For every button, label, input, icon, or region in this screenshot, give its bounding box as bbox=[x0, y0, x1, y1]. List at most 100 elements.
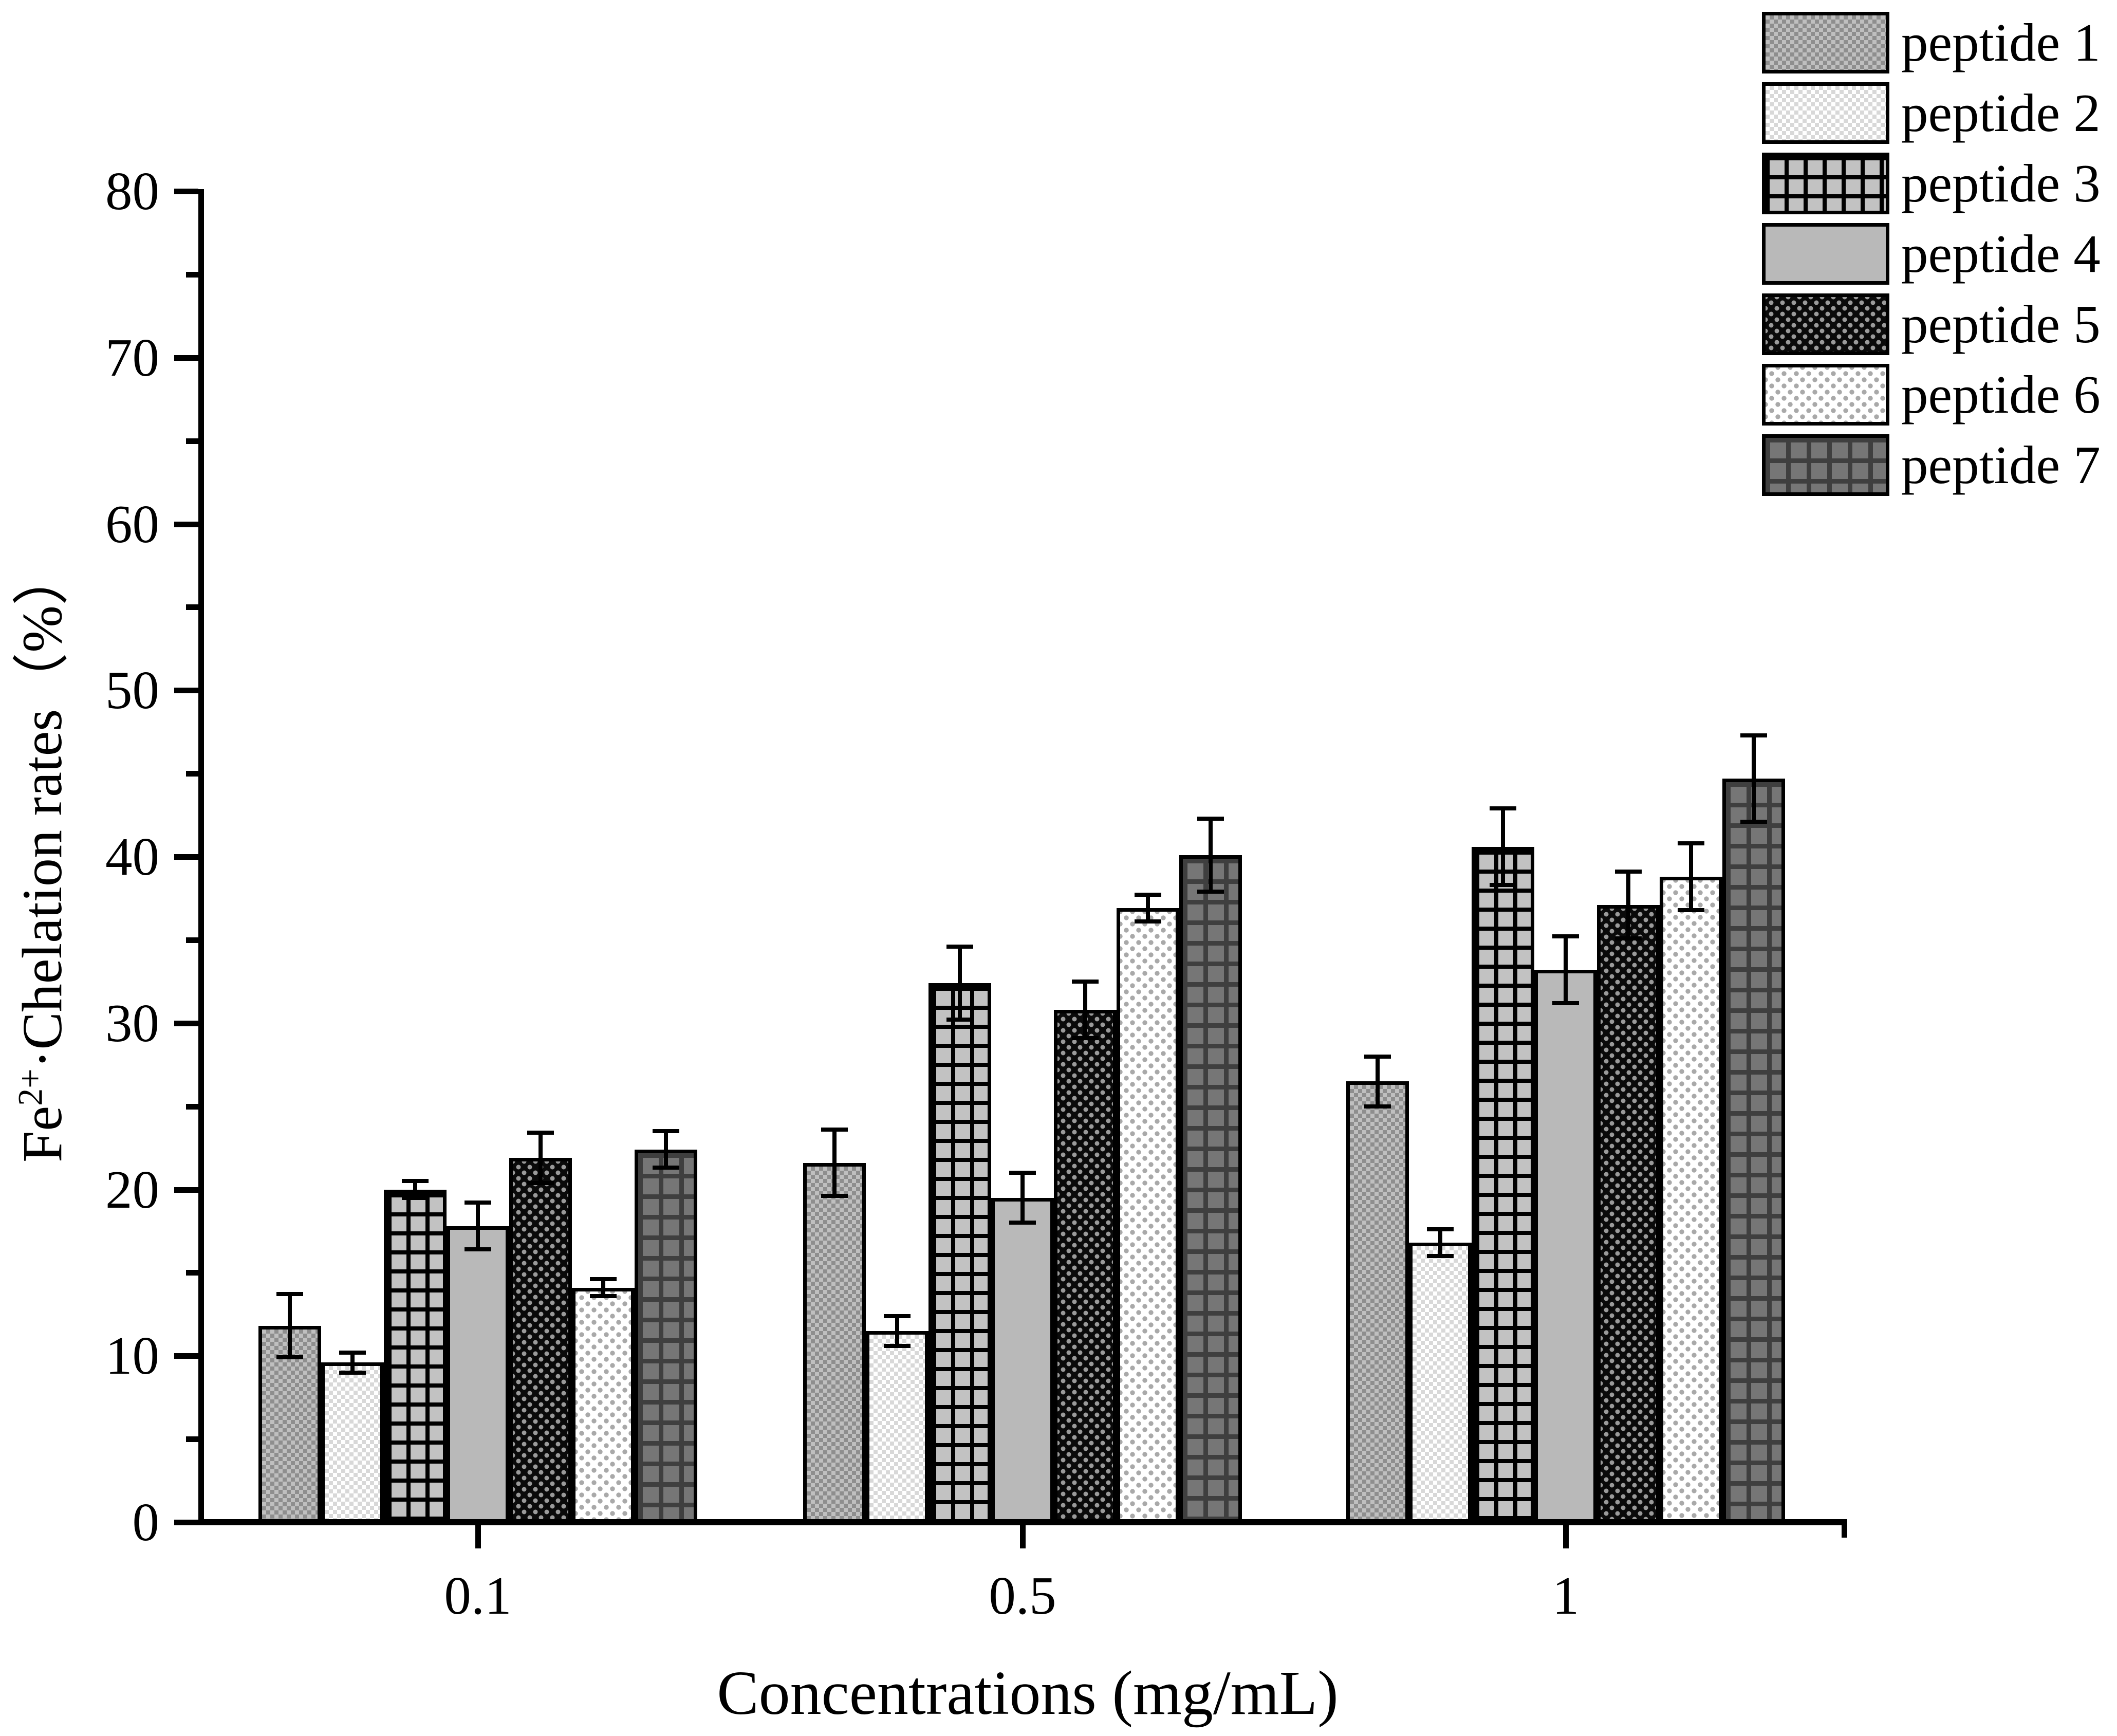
y-tick-label: 30 bbox=[105, 992, 159, 1053]
error-bar-cap-top bbox=[821, 1127, 848, 1132]
bar-peptide-7-1 bbox=[1722, 778, 1785, 1525]
x-tick-label: 0.5 bbox=[989, 1565, 1056, 1626]
x-tick bbox=[1563, 1525, 1569, 1548]
error-bar-line bbox=[1564, 936, 1568, 1003]
bar-peptide-3-0.5 bbox=[928, 983, 991, 1525]
error-bar-cap-top bbox=[1615, 870, 1642, 874]
error-bar-cap-top bbox=[653, 1129, 679, 1134]
bar-peptide-2-0.1 bbox=[321, 1362, 384, 1525]
legend-item-peptide-7: peptide 7 bbox=[1762, 434, 2117, 496]
error-bar-cap-top bbox=[1197, 816, 1224, 821]
y-tick-label: 10 bbox=[105, 1325, 159, 1386]
y-minor-tick bbox=[186, 271, 198, 278]
error-bar-cap-bottom bbox=[339, 1370, 366, 1375]
error-bar-cap-top bbox=[590, 1277, 617, 1282]
bar-peptide-3-0.1 bbox=[384, 1189, 447, 1525]
bar-peptide-2-1 bbox=[1409, 1243, 1472, 1525]
y-tick-label: 80 bbox=[105, 161, 159, 221]
legend-swatch-peptide-1 bbox=[1762, 12, 1889, 73]
legend-label: peptide 7 bbox=[1901, 435, 2101, 495]
error-bar-line bbox=[413, 1181, 417, 1198]
bar-peptide-3-1 bbox=[1472, 846, 1534, 1525]
legend-swatch-peptide-5 bbox=[1762, 293, 1889, 355]
error-bar-cap-bottom bbox=[1135, 919, 1161, 924]
legend-swatch-peptide-2 bbox=[1762, 82, 1889, 144]
x-axis-line bbox=[198, 1519, 1847, 1525]
error-bar-cap-top bbox=[946, 944, 973, 949]
error-bar-cap-top bbox=[465, 1201, 491, 1205]
y-minor-tick bbox=[186, 1270, 198, 1276]
y-major-tick bbox=[174, 521, 198, 527]
bar-peptide-4-0.5 bbox=[991, 1197, 1054, 1525]
y-major-tick bbox=[174, 1187, 198, 1193]
error-bar-cap-bottom bbox=[1072, 1036, 1099, 1040]
y-axis-title: Fe2+·Chelation rates（%） bbox=[4, 162, 81, 1549]
bar-peptide-1-0.5 bbox=[803, 1162, 866, 1525]
x-tick-label: 1 bbox=[1552, 1565, 1580, 1626]
bar-peptide-4-0.1 bbox=[447, 1226, 509, 1525]
error-bar-cap-top bbox=[402, 1179, 429, 1184]
x-tick bbox=[1020, 1525, 1026, 1548]
legend-item-peptide-2: peptide 2 bbox=[1762, 82, 2117, 144]
error-bar-line bbox=[1626, 872, 1630, 938]
error-bar-cap-bottom bbox=[946, 1018, 973, 1022]
legend-item-peptide-5: peptide 5 bbox=[1762, 293, 2117, 355]
error-bar-cap-bottom bbox=[276, 1355, 303, 1360]
error-bar-line bbox=[1376, 1056, 1380, 1106]
bar-peptide-7-0.1 bbox=[635, 1149, 697, 1525]
error-bar-line bbox=[1689, 843, 1693, 910]
legend-item-peptide-1: peptide 1 bbox=[1762, 12, 2117, 73]
error-bar-cap-top bbox=[1740, 733, 1767, 737]
error-bar-cap-bottom bbox=[465, 1247, 491, 1252]
bar-peptide-7-0.5 bbox=[1179, 855, 1242, 1525]
error-bar-cap-bottom bbox=[1552, 1001, 1579, 1005]
error-bar-cap-bottom bbox=[821, 1194, 848, 1198]
error-bar-cap-top bbox=[1678, 841, 1704, 846]
error-bar-line bbox=[350, 1352, 355, 1373]
y-tick-label: 20 bbox=[105, 1159, 159, 1220]
error-bar-line bbox=[288, 1294, 292, 1358]
error-bar-line bbox=[601, 1279, 605, 1296]
y-minor-tick bbox=[186, 1436, 198, 1443]
bar-peptide-4-1 bbox=[1534, 970, 1597, 1525]
bar-peptide-6-0.1 bbox=[572, 1287, 635, 1525]
error-bar-cap-top bbox=[884, 1314, 911, 1318]
bar-peptide-5-1 bbox=[1597, 904, 1660, 1525]
error-bar-line bbox=[1020, 1173, 1025, 1223]
error-bar-line bbox=[895, 1316, 899, 1346]
legend-label: peptide 5 bbox=[1901, 294, 2101, 354]
legend-label: peptide 1 bbox=[1901, 12, 2101, 72]
y-minor-tick bbox=[186, 771, 198, 777]
legend-swatch-peptide-3 bbox=[1762, 153, 1889, 214]
x-tick-label: 0.1 bbox=[444, 1565, 512, 1626]
y-minor-tick bbox=[186, 1103, 198, 1110]
error-bar-cap-top bbox=[1427, 1227, 1454, 1232]
legend-swatch-peptide-4 bbox=[1762, 223, 1889, 285]
bar-peptide-5-0.5 bbox=[1054, 1009, 1117, 1525]
error-bar-line bbox=[1501, 808, 1505, 885]
error-bar-cap-bottom bbox=[1678, 908, 1704, 912]
error-bar-line bbox=[1752, 735, 1756, 822]
y-major-tick bbox=[174, 355, 198, 361]
error-bar-cap-top bbox=[527, 1131, 554, 1135]
error-bar-line bbox=[1209, 818, 1213, 892]
y-tick-label: 40 bbox=[105, 826, 159, 887]
legend-swatch-peptide-7 bbox=[1762, 434, 1889, 496]
error-bar-cap-bottom bbox=[1427, 1254, 1454, 1258]
y-axis-title-base: Fe bbox=[11, 1105, 73, 1162]
error-bar-cap-bottom bbox=[653, 1166, 679, 1170]
y-major-tick bbox=[174, 1520, 198, 1525]
legend-item-peptide-4: peptide 4 bbox=[1762, 223, 2117, 285]
legend-item-peptide-3: peptide 3 bbox=[1762, 153, 2117, 214]
y-minor-tick bbox=[186, 604, 198, 611]
error-bar-cap-top bbox=[1490, 806, 1516, 811]
bar-peptide-1-1 bbox=[1346, 1081, 1409, 1525]
legend-label: peptide 3 bbox=[1901, 153, 2101, 213]
error-bar-line bbox=[1146, 895, 1150, 922]
error-bar-line bbox=[832, 1129, 837, 1196]
y-tick-label: 70 bbox=[105, 327, 159, 387]
legend-swatch-peptide-6 bbox=[1762, 364, 1889, 426]
error-bar-line bbox=[958, 946, 962, 1020]
